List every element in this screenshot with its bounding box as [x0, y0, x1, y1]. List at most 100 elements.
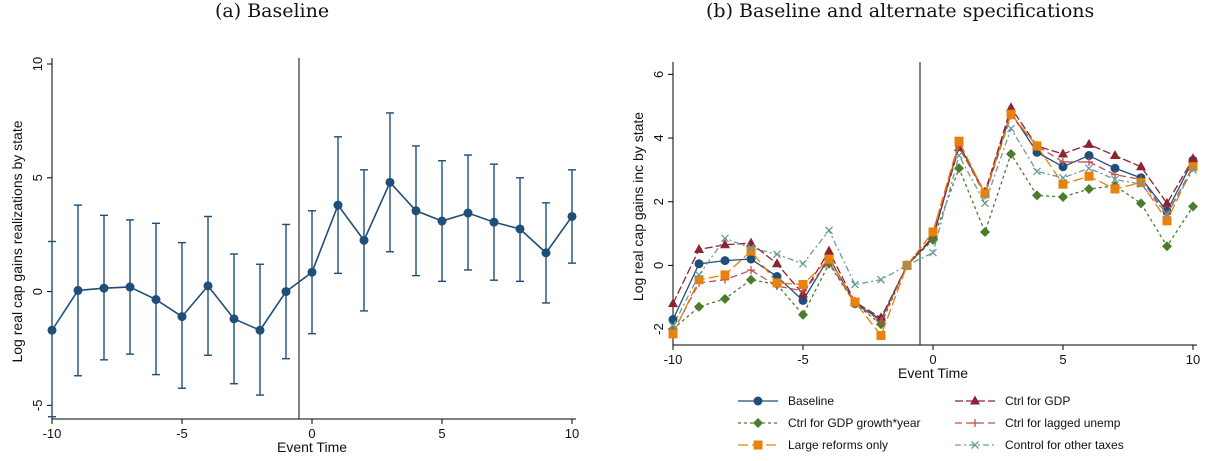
data-point-1 — [1084, 138, 1094, 148]
panel-a-title: (a) Baseline — [215, 0, 330, 22]
data-point-5 — [1085, 164, 1093, 173]
y-tick-label: -2 — [651, 323, 666, 335]
data-point-2 — [1084, 183, 1094, 194]
data-point-1 — [668, 298, 678, 308]
data-point — [73, 285, 83, 295]
data-point — [463, 208, 473, 218]
data-point-0 — [1058, 162, 1068, 172]
data-point-4 — [876, 330, 886, 340]
data-point-0 — [798, 295, 808, 305]
data-point — [411, 206, 421, 216]
series-line-1 — [672, 106, 1194, 319]
data-point-4 — [1058, 179, 1068, 189]
data-point-3 — [877, 317, 885, 326]
data-point — [229, 314, 239, 324]
data-point — [515, 224, 525, 234]
data-point-4 — [798, 280, 808, 290]
data-point-2 — [1162, 241, 1172, 252]
data-point-5 — [1059, 173, 1067, 182]
data-point-2 — [980, 226, 990, 237]
legend-marker — [971, 441, 979, 449]
series-line-3 — [672, 114, 1194, 333]
data-point — [255, 325, 265, 335]
data-point-5 — [695, 270, 703, 279]
x-axis-label: Event Time — [898, 365, 968, 381]
data-point-1 — [694, 243, 704, 253]
data-point-1 — [1188, 153, 1198, 163]
data-point-4 — [1136, 178, 1146, 188]
data-point — [307, 267, 317, 277]
data-point-3 — [1085, 157, 1093, 166]
data-point-1 — [824, 245, 834, 255]
data-point-5 — [903, 261, 911, 270]
y-tick-label: 5 — [30, 174, 45, 181]
y-tick-label: -5 — [30, 400, 45, 412]
data-point — [333, 200, 343, 210]
data-point-5 — [825, 226, 833, 235]
data-point-4 — [668, 329, 678, 339]
data-point-5 — [877, 275, 885, 284]
series-line-5 — [672, 126, 1194, 327]
data-point-1 — [720, 239, 730, 249]
y-axis-label: Log real cap gains realizations by state — [9, 120, 25, 362]
x-tick-label: 0 — [308, 426, 315, 441]
data-point-5 — [1163, 210, 1171, 219]
data-point-4 — [720, 270, 730, 280]
data-point-1 — [772, 258, 782, 268]
data-point-5 — [747, 243, 755, 252]
data-point-5 — [1007, 124, 1015, 133]
data-point — [203, 281, 213, 291]
data-point-4 — [746, 246, 756, 256]
data-point-2 — [798, 309, 808, 320]
data-point-4 — [1110, 184, 1120, 194]
data-point-5 — [799, 259, 807, 268]
data-point-0 — [1110, 163, 1120, 173]
data-point-5 — [1137, 180, 1145, 189]
data-point-5 — [851, 280, 859, 289]
data-point-4 — [928, 227, 938, 237]
data-point — [47, 325, 57, 335]
y-tick-label: 10 — [30, 57, 45, 71]
data-point-3 — [1059, 157, 1067, 166]
data-point-4 — [1162, 216, 1172, 226]
legend-label: Ctrl for GDP growth*year — [788, 416, 921, 430]
data-point-1 — [1006, 102, 1016, 112]
data-point-4 — [954, 136, 964, 146]
data-point-0 — [720, 256, 730, 266]
data-point — [99, 283, 109, 293]
legend-marker — [970, 395, 980, 405]
data-point — [567, 211, 577, 221]
data-point-2 — [1136, 198, 1146, 209]
data-point-0 — [1084, 151, 1094, 161]
data-point-1 — [1058, 148, 1068, 158]
legend-label: Control for other taxes — [1005, 438, 1124, 452]
data-point-2 — [746, 274, 756, 285]
data-point-5 — [721, 234, 729, 243]
data-point-4 — [1188, 162, 1198, 172]
data-point — [359, 235, 369, 245]
data-point-1 — [876, 312, 886, 322]
data-point-2 — [694, 301, 704, 312]
data-point-2 — [1032, 190, 1042, 201]
data-point — [489, 217, 499, 227]
data-point — [125, 282, 135, 292]
legend-marker — [753, 418, 763, 428]
x-tick-label: -10 — [664, 352, 683, 367]
x-tick-label: 10 — [565, 426, 579, 441]
data-point-3 — [747, 266, 755, 275]
data-point-4 — [694, 275, 704, 285]
chart-a: -10 -5 0 5 10 -5 0 5 10 Event Time Log real cap ga… — [9, 57, 579, 455]
data-point-4 — [1032, 141, 1042, 151]
legend-marker — [753, 396, 763, 406]
data-point-4 — [850, 297, 860, 307]
data-point — [177, 312, 187, 322]
series-line-4 — [672, 112, 1194, 337]
legend-marker — [753, 440, 763, 450]
data-point-4 — [980, 189, 990, 199]
y-tick-label: 0 — [651, 262, 666, 269]
x-tick-label: 5 — [1059, 352, 1066, 367]
panel-b-title: (b) Baseline and alternate specification… — [706, 0, 1095, 22]
data-point-5 — [1033, 167, 1041, 176]
data-point-4 — [824, 254, 834, 264]
data-point-2 — [1006, 148, 1016, 159]
